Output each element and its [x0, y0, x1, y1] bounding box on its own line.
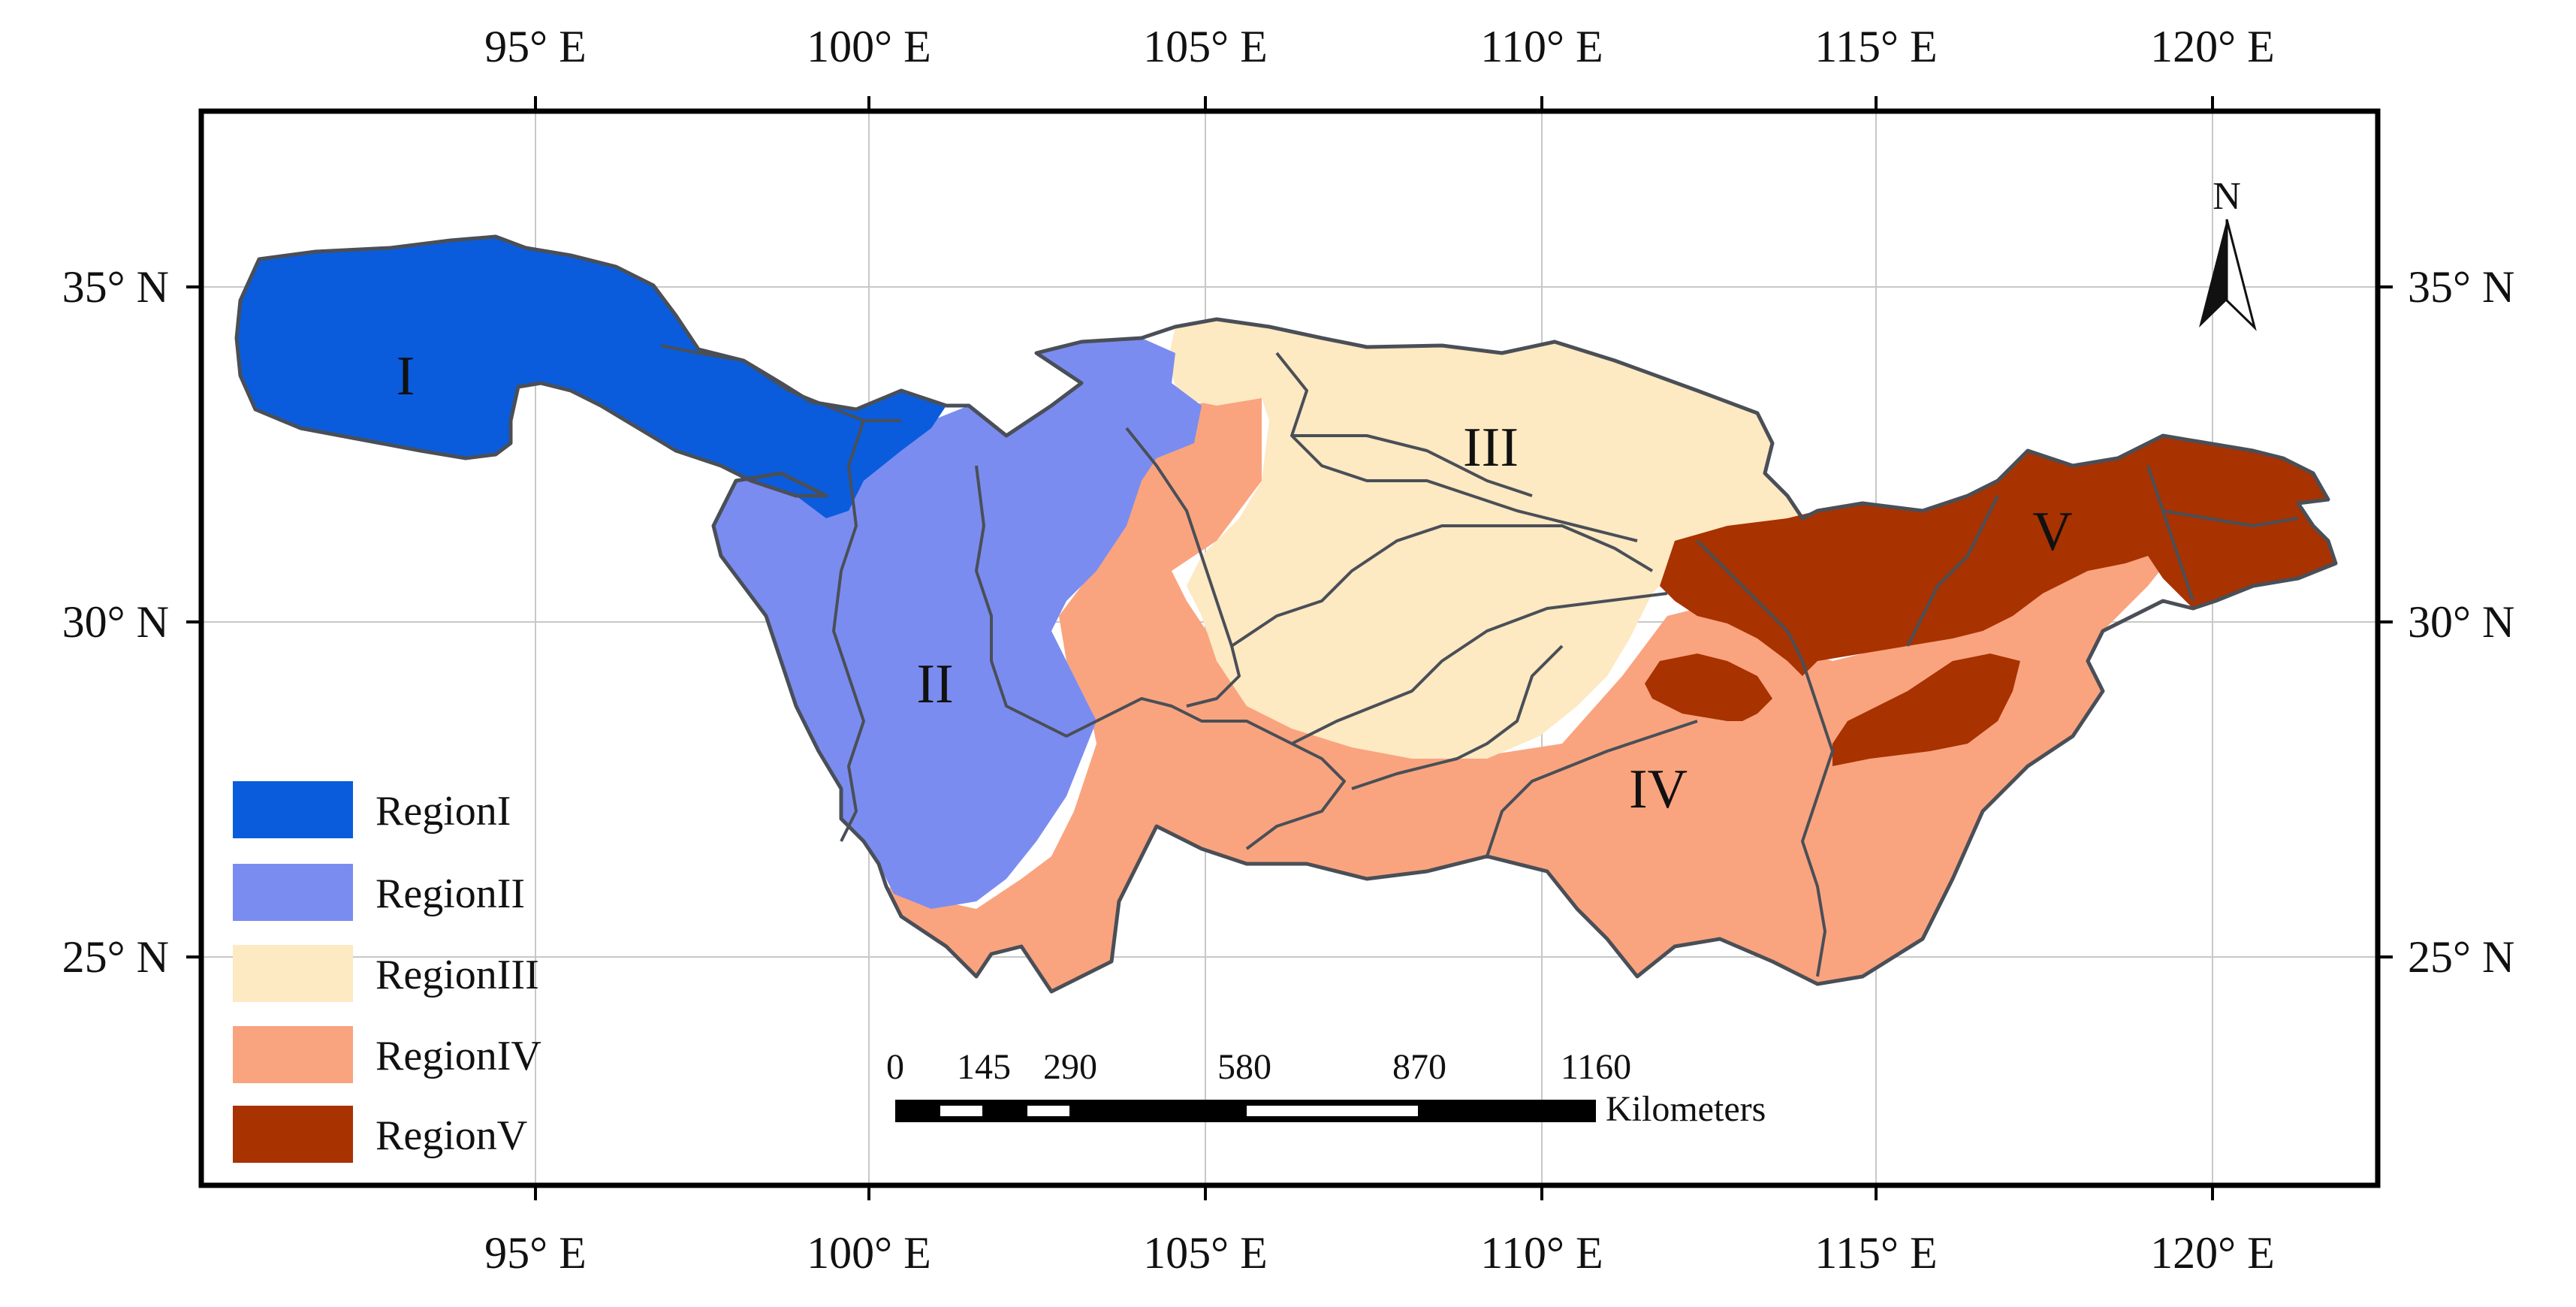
- longitude-labels-bottom: 95° E 100° E 105° E 110° E 115° E 120° E: [484, 1228, 2275, 1278]
- longitude-labels-top: 95° E 100° E 105° E 110° E 115° E 120° E: [484, 22, 2275, 71]
- legend-swatch-region-1: [233, 781, 353, 838]
- lat-label-left-25: 25° N: [62, 932, 169, 982]
- scale-tick-580: 580: [1217, 1047, 1271, 1087]
- scale-segment-white-1: [940, 1106, 982, 1116]
- lon-label-bottom-110: 110° E: [1480, 1228, 1603, 1278]
- sub-basin-line-10: [1351, 644, 1564, 790]
- north-arrow-left-half: [2199, 219, 2227, 328]
- legend-label-region-1: RegionI: [376, 788, 511, 835]
- north-arrow: N: [2199, 175, 2257, 331]
- scale-tick-290: 290: [1043, 1047, 1097, 1087]
- lat-label-left-30: 30° N: [62, 597, 169, 647]
- lon-label-top-110: 110° E: [1480, 22, 1603, 71]
- lon-label-bottom-115: 115° E: [1814, 1228, 1937, 1278]
- scale-tick-870: 870: [1392, 1047, 1446, 1087]
- scale-tick-145: 145: [957, 1047, 1011, 1087]
- legend-label-region-3: RegionIII: [376, 952, 539, 998]
- scale-segment-white-2: [1027, 1106, 1069, 1116]
- legend: RegionI RegionII RegionIII RegionIV Regi…: [233, 781, 541, 1163]
- north-arrow-right-half: [2225, 219, 2257, 331]
- region-5-area: [1645, 436, 2336, 766]
- lat-label-left-35: 35° N: [62, 262, 169, 312]
- sub-basin-line-6: [1275, 352, 1638, 542]
- region-label-1: I: [397, 346, 415, 407]
- sub-basin-line-5: [1125, 427, 1241, 708]
- legend-swatch-region-2: [233, 864, 353, 921]
- sub-basin-line-16: [2162, 509, 2299, 527]
- sub-basin-line-2: [832, 420, 865, 842]
- scale-unit-label: Kilometers: [1606, 1089, 1766, 1129]
- scale-segment-white-3: [1247, 1106, 1418, 1116]
- sub-basin-line-3: [975, 465, 1097, 738]
- legend-swatch-region-3: [233, 945, 353, 1002]
- region-label-5: V: [2032, 501, 2072, 563]
- sub-basin-line-9: [1291, 592, 1668, 745]
- basin-regions: [234, 234, 2338, 994]
- region-label-2: II: [916, 654, 953, 715]
- latitude-labels-left: 35° N 30° N 25° N: [62, 262, 169, 982]
- latitude-labels-right: 35° N 30° N 25° N: [2408, 262, 2514, 982]
- region-label-3: III: [1463, 417, 1519, 478]
- lon-label-top-105: 105° E: [1143, 22, 1268, 71]
- basin-outline: [234, 234, 2338, 994]
- lon-label-top-100: 100° E: [807, 22, 931, 71]
- lon-label-bottom-95: 95° E: [484, 1228, 587, 1278]
- region-label-4: IV: [1629, 759, 1688, 820]
- sub-basin-line-11: [1486, 720, 1698, 857]
- sub-basin-line-15: [2146, 465, 2194, 602]
- region-3-area: [1168, 319, 1802, 759]
- region-1-area: [237, 237, 946, 518]
- legend-swatch-region-5: [233, 1106, 353, 1163]
- lon-label-bottom-100: 100° E: [807, 1228, 931, 1278]
- region-4-area: [886, 398, 2178, 992]
- sub-basin-line-7: [1292, 434, 1533, 497]
- lon-label-top-115: 115° E: [1814, 22, 1937, 71]
- legend-swatch-region-4: [233, 1026, 353, 1083]
- sub-basin-line-12: [1801, 660, 1834, 977]
- lon-label-bottom-105: 105° E: [1143, 1228, 1268, 1278]
- legend-label-region-5: RegionV: [376, 1112, 527, 1159]
- sub-basin-line-14: [1906, 495, 1999, 647]
- lon-label-top-120: 120° E: [2150, 22, 2275, 71]
- lon-label-top-95: 95° E: [484, 22, 587, 71]
- lat-label-right-35: 35° N: [2408, 262, 2514, 312]
- legend-label-region-4: RegionIV: [376, 1033, 541, 1079]
- sub-basin-boundaries: [660, 344, 2299, 977]
- region-labels: I II III IV V: [397, 346, 2073, 820]
- scale-bar-frame: [895, 1100, 1596, 1122]
- region-2-area: [713, 338, 1202, 909]
- lat-label-right-25: 25° N: [2408, 932, 2514, 982]
- sub-basin-line-8: [1230, 524, 1654, 647]
- scale-tick-1160: 1160: [1561, 1047, 1631, 1087]
- legend-label-region-2: RegionII: [376, 871, 525, 917]
- sub-basin-line-13: [1696, 539, 1804, 662]
- lon-label-bottom-120: 120° E: [2150, 1228, 2275, 1278]
- frame-ticks: [186, 96, 2393, 1200]
- scale-tick-0: 0: [886, 1047, 904, 1087]
- scale-bar: 0 145 290 580 870 1160 Kilometers: [886, 1047, 1766, 1129]
- north-arrow-label: N: [2213, 175, 2241, 218]
- map-frame: [198, 108, 2381, 1188]
- lat-label-right-30: 30° N: [2408, 597, 2514, 647]
